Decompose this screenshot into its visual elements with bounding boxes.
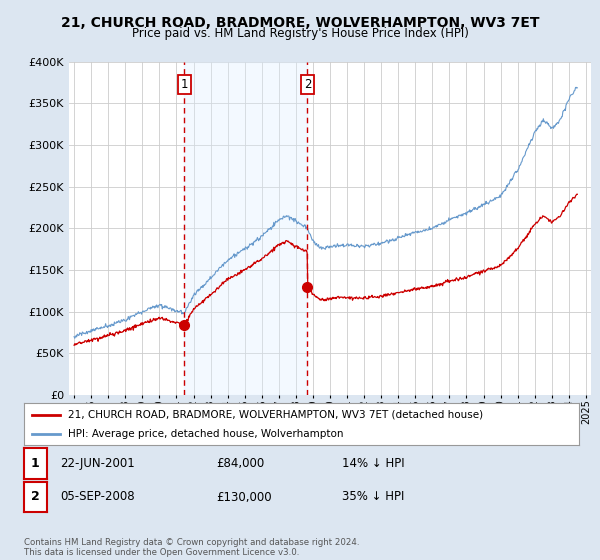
Text: 14% ↓ HPI: 14% ↓ HPI — [342, 457, 404, 470]
Text: HPI: Average price, detached house, Wolverhampton: HPI: Average price, detached house, Wolv… — [68, 429, 344, 439]
Text: 2: 2 — [31, 491, 40, 503]
Bar — [184, 62, 307, 395]
Text: Price paid vs. HM Land Registry's House Price Index (HPI): Price paid vs. HM Land Registry's House … — [131, 27, 469, 40]
Text: 1: 1 — [181, 78, 188, 91]
Text: 1: 1 — [31, 457, 40, 470]
Text: 35% ↓ HPI: 35% ↓ HPI — [342, 491, 404, 503]
Text: 05-SEP-2008: 05-SEP-2008 — [60, 491, 134, 503]
Text: Contains HM Land Registry data © Crown copyright and database right 2024.
This d: Contains HM Land Registry data © Crown c… — [24, 538, 359, 557]
Text: 21, CHURCH ROAD, BRADMORE, WOLVERHAMPTON, WV3 7ET (detached house): 21, CHURCH ROAD, BRADMORE, WOLVERHAMPTON… — [68, 409, 484, 419]
Text: 22-JUN-2001: 22-JUN-2001 — [60, 457, 135, 470]
Text: £130,000: £130,000 — [216, 491, 272, 503]
Text: 21, CHURCH ROAD, BRADMORE, WOLVERHAMPTON, WV3 7ET: 21, CHURCH ROAD, BRADMORE, WOLVERHAMPTON… — [61, 16, 539, 30]
Text: 2: 2 — [304, 78, 311, 91]
Text: £84,000: £84,000 — [216, 457, 264, 470]
